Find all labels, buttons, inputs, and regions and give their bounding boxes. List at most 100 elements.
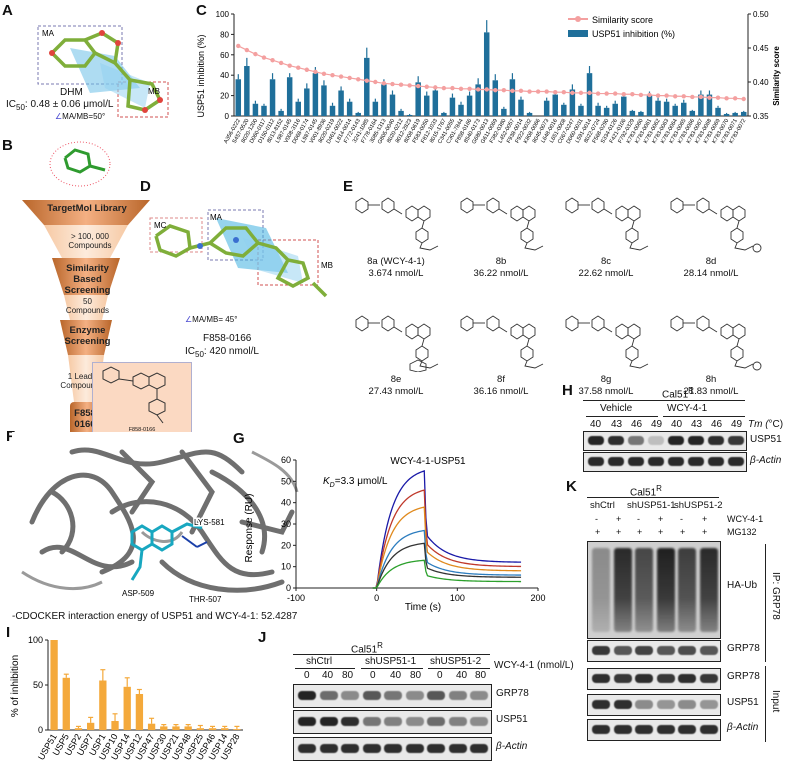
chart-c-ytick-label: 80 bbox=[220, 30, 229, 39]
k-treatment-sign: + bbox=[637, 527, 643, 537]
panel-label-c: C bbox=[196, 2, 207, 19]
residue-thr507: THR-507 bbox=[189, 595, 222, 604]
compound-ic50: 22.62 nmol/L bbox=[578, 268, 634, 279]
chart-c-bar bbox=[441, 112, 447, 116]
chart-c-bar bbox=[740, 111, 747, 116]
k-grp78-ip-band bbox=[678, 646, 696, 655]
k-band-usp51: USP51 bbox=[727, 697, 759, 708]
chart-c-bar bbox=[466, 95, 473, 116]
k-actin-band bbox=[592, 725, 610, 734]
k-grp78-input-band bbox=[592, 674, 610, 683]
k-treatment-sign: + bbox=[658, 514, 664, 524]
j-actin-band bbox=[427, 744, 445, 753]
chart-c-point bbox=[261, 55, 267, 60]
compound-name: 8e bbox=[390, 374, 402, 385]
chart-c-bar bbox=[706, 94, 713, 116]
ligand-structure bbox=[63, 148, 106, 174]
chart-c-bar bbox=[424, 95, 430, 116]
lead-compound-inset: F858-0166 bbox=[92, 362, 192, 442]
chart-g-curves bbox=[372, 470, 522, 589]
chart-g-ytick-label: 20 bbox=[281, 540, 291, 550]
h-usp51-band bbox=[708, 436, 724, 445]
chart-c-point bbox=[570, 90, 575, 96]
chart-c-point bbox=[527, 89, 532, 94]
chart-g: WCY-4-1-USP51 KD=3.3 μmol/L 0 10 20 30 40 50 6… bbox=[244, 455, 546, 613]
h-actin-band bbox=[608, 457, 624, 466]
chart-g-xlabel: Time (s) bbox=[405, 602, 441, 613]
h-temp-label: 40 bbox=[671, 419, 683, 430]
j-actin-band bbox=[341, 744, 359, 753]
chart-c-bar bbox=[561, 104, 567, 116]
chart-g-series-1 bbox=[372, 470, 522, 589]
k-treatment-sign: + bbox=[658, 527, 664, 537]
chart-c-ylabel: USP51 inhibition (%) bbox=[196, 34, 206, 117]
compound-card: 8d 28.14 nmol/L bbox=[663, 256, 759, 280]
k-treatment-label: MG132 bbox=[727, 527, 757, 537]
chart-c-point bbox=[381, 81, 387, 86]
j-usp51-band bbox=[427, 717, 445, 726]
legend-similarity: Similarity score bbox=[592, 15, 653, 25]
region-label-mc: MC bbox=[154, 221, 167, 230]
ic50-dhm: IC50: 0.48 ± 0.06 μmol/L bbox=[6, 99, 114, 112]
chart-i-bar bbox=[111, 721, 119, 730]
k-cell-line: Cal51R bbox=[630, 484, 662, 499]
chart-c-bar bbox=[655, 100, 661, 116]
chart-c-point bbox=[672, 94, 678, 99]
h-actin-band bbox=[728, 457, 744, 466]
k-group-shctrl: shCtrl bbox=[590, 500, 615, 511]
k-band-grp78-ip: GRP78 bbox=[727, 643, 760, 654]
h-cell-line-rule bbox=[583, 400, 745, 401]
chart-i-bar bbox=[135, 694, 144, 730]
region-label-ma: MA bbox=[42, 29, 55, 38]
lead-compound-label: F858-0166 bbox=[128, 427, 156, 433]
chart-c-y2label: Similarity score bbox=[772, 46, 781, 106]
legend-inhibition: USP51 inhibition (%) bbox=[592, 29, 675, 39]
chart-c-line bbox=[236, 43, 746, 102]
chart-c-point bbox=[578, 90, 584, 96]
j-dose-label: 40 bbox=[390, 670, 402, 681]
h-usp51-band bbox=[628, 436, 644, 445]
j-band-actin: β-Actin bbox=[496, 741, 528, 752]
chart-i-bar bbox=[172, 726, 180, 730]
chart-i-bar bbox=[123, 686, 131, 730]
j-usp51-band bbox=[362, 717, 381, 726]
k-grp78-ip-band bbox=[613, 646, 632, 655]
chart-g-series-5 bbox=[372, 542, 522, 589]
chart-c-point bbox=[364, 78, 369, 83]
j-grp78-band bbox=[470, 691, 488, 700]
chart-i-ytick-label: 0 bbox=[38, 725, 43, 735]
panel-label-k: K bbox=[566, 478, 577, 495]
j-band-usp51: USP51 bbox=[496, 714, 528, 725]
chart-i-bar bbox=[99, 680, 107, 730]
chart-c-ytick-label: 40 bbox=[220, 71, 229, 80]
h-group-rule-1 bbox=[586, 416, 658, 417]
h-temp-label: 46 bbox=[711, 419, 723, 430]
chart-c-point bbox=[415, 83, 421, 89]
chart-c-point bbox=[313, 69, 318, 74]
h-actin-band bbox=[648, 457, 664, 466]
chart-c-bar bbox=[518, 99, 524, 116]
chart-c-xlabels: A356-0222S457-05208020-1200D060-0117D150… bbox=[223, 118, 747, 145]
k-actin-band bbox=[656, 725, 675, 734]
h-usp51-band bbox=[588, 436, 604, 445]
chart-c-point bbox=[278, 60, 284, 66]
compound-structure-5 bbox=[355, 315, 439, 372]
chart-c-bar bbox=[355, 112, 361, 116]
chart-c-y2tick-label: 0.50 bbox=[753, 10, 769, 19]
chart-g-ytick-label: 50 bbox=[281, 476, 291, 486]
k-actin-band bbox=[635, 725, 653, 734]
chart-c-point bbox=[715, 95, 721, 100]
region-label-mb-d: MB bbox=[321, 261, 333, 270]
chart-c-point bbox=[707, 95, 712, 100]
chart-g-xtick-label: -100 bbox=[287, 593, 305, 603]
chart-c-bar bbox=[252, 103, 259, 116]
compound-ic50: 3.674 nmol/L bbox=[368, 268, 424, 279]
k-grp78-input-band bbox=[613, 674, 632, 683]
residue-asp509: ASP-509 bbox=[122, 589, 155, 598]
chart-i-axes: 050100USP51USP5USP2USP7USP1USP10USP14USP… bbox=[28, 635, 243, 762]
ligand-surface bbox=[49, 141, 111, 187]
chart-c-bar bbox=[501, 108, 507, 116]
h-usp51-band bbox=[608, 436, 624, 445]
compound-card: 8a (WCY-4-1) 3.674 nmol/L bbox=[348, 256, 444, 280]
j-grp78-band bbox=[319, 691, 338, 700]
